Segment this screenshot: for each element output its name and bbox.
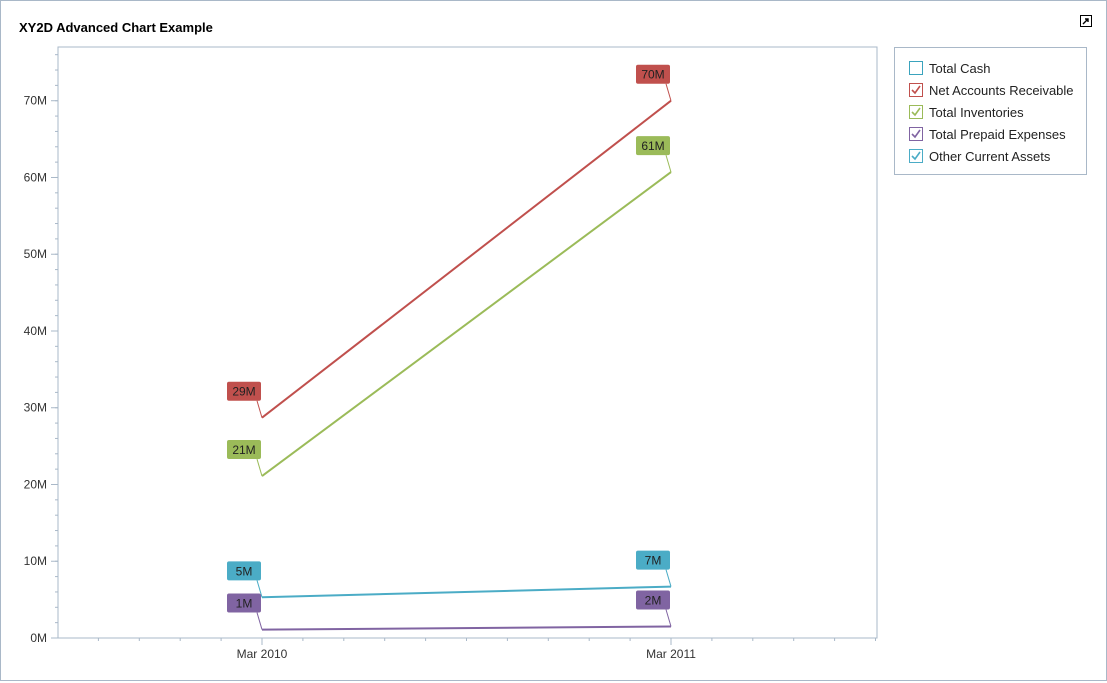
- data-label-pointer: [256, 458, 263, 477]
- data-label: 1M: [236, 597, 253, 611]
- data-label-box: [227, 381, 261, 401]
- legend-label: Total Cash: [929, 60, 991, 76]
- legend-item-other-current-assets[interactable]: Other Current Assets: [909, 147, 1050, 165]
- y-tick-label: 50M: [24, 247, 47, 261]
- checkbox-icon[interactable]: [909, 149, 923, 163]
- data-label: 5M: [236, 564, 253, 578]
- checkbox-icon[interactable]: [909, 61, 923, 75]
- popout-icon[interactable]: [1080, 15, 1092, 27]
- data-label: 70M: [641, 68, 664, 82]
- chart-title: XY2D Advanced Chart Example: [19, 20, 213, 35]
- data-label-pointer: [256, 400, 263, 418]
- y-tick-label: 10M: [24, 554, 47, 568]
- series-line: [261, 585, 672, 599]
- y-tick-label: 20M: [24, 477, 47, 491]
- data-label-box: [227, 561, 261, 581]
- data-label-box: [636, 590, 670, 610]
- series-line: [261, 99, 672, 419]
- checkbox-icon[interactable]: [909, 83, 923, 97]
- data-label-pointer: [256, 612, 263, 630]
- y-tick-label: 0M: [30, 631, 47, 645]
- data-label: 21M: [232, 443, 255, 457]
- data-label-box: [227, 593, 261, 613]
- data-label-pointer: [256, 580, 263, 598]
- series-line: [261, 171, 672, 477]
- data-label-pointer: [665, 83, 672, 101]
- legend-item-net-accounts-receivable[interactable]: Net Accounts Receivable: [909, 81, 1074, 99]
- legend-label: Other Current Assets: [929, 148, 1051, 164]
- legend-item-total-prepaid-expenses[interactable]: Total Prepaid Expenses: [909, 125, 1066, 143]
- x-tick-label: Mar 2010: [237, 647, 288, 661]
- data-label-pointer: [665, 569, 672, 587]
- series-line: [261, 625, 672, 631]
- legend-label: Total Prepaid Expenses: [929, 126, 1066, 142]
- y-tick-label: 70M: [24, 94, 47, 108]
- plot-frame: [57, 46, 878, 639]
- data-label-box: [636, 136, 670, 156]
- legend-item-total-inventories[interactable]: Total Inventories: [909, 103, 1024, 121]
- data-label-box: [636, 550, 670, 570]
- data-label-pointer: [665, 154, 672, 173]
- data-label: 29M: [232, 385, 255, 399]
- y-tick-label: 30M: [24, 401, 47, 415]
- checkbox-icon[interactable]: [909, 105, 923, 119]
- checkbox-icon[interactable]: [909, 127, 923, 141]
- y-tick-label: 60M: [24, 170, 47, 184]
- chart-legend: Total Cash Net Accounts Receivable Total…: [894, 47, 1087, 175]
- data-label: 2M: [645, 593, 662, 607]
- legend-label: Total Inventories: [929, 104, 1024, 120]
- data-label-pointer: [665, 609, 672, 627]
- legend-item-total-cash[interactable]: Total Cash: [909, 59, 990, 77]
- y-tick-label: 40M: [24, 324, 47, 338]
- data-label-box: [227, 440, 261, 460]
- data-label: 61M: [641, 139, 664, 153]
- x-tick-label: Mar 2011: [646, 647, 696, 661]
- data-label-box: [636, 64, 670, 84]
- legend-label: Net Accounts Receivable: [929, 82, 1074, 98]
- data-label: 7M: [645, 554, 662, 568]
